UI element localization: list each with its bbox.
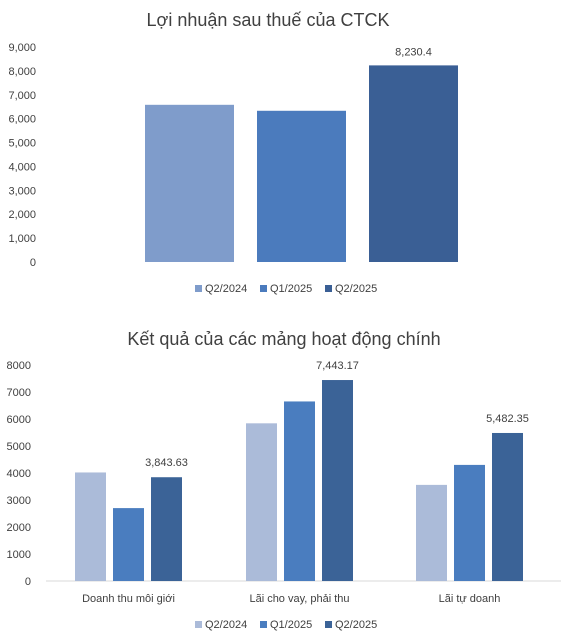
bar-q2-2024 — [145, 104, 234, 262]
bars — [145, 65, 458, 263]
legend-swatch — [325, 621, 332, 628]
legend-swatch — [260, 621, 267, 628]
bar-q2-2025 — [151, 477, 182, 581]
legend-swatch — [260, 285, 267, 292]
bar-q1-2025 — [454, 464, 485, 581]
y-tick-label: 2000 — [7, 522, 31, 534]
data-label: 3,843.63 — [145, 457, 188, 469]
y-tick-label: 0 — [25, 576, 31, 588]
legend: Q2/2024 Q1/2025 Q2/2025 — [195, 283, 377, 295]
y-tick-label: 1000 — [7, 549, 31, 561]
legend-label: Q1/2025 — [270, 619, 312, 631]
bars — [75, 380, 523, 581]
y-tick-label: 2,000 — [8, 209, 36, 221]
y-tick-label: 9,000 — [8, 42, 36, 54]
data-labels: 8,230.4 — [395, 46, 432, 58]
bar-q1-2025 — [113, 508, 144, 581]
bar-q1-2025 — [284, 401, 315, 581]
segments-chart: Kết quả của các mảng hoạt động chính 0 10… — [7, 329, 561, 631]
legend-swatch — [195, 621, 202, 628]
y-tick-label: 3000 — [7, 495, 31, 507]
chart-title: Kết quả của các mảng hoạt động chính — [127, 329, 440, 349]
y-axis: 0 1,000 2,000 3,000 4,000 5,000 6,000 7,000 8,00… — [8, 42, 36, 269]
y-tick-label: 6,000 — [8, 114, 36, 126]
bar-q2-2024 — [75, 472, 106, 581]
x-category-label: Doanh thu môi giới — [82, 593, 175, 605]
y-tick-label: 5000 — [7, 441, 31, 453]
data-labels: 3,843.63 7,443.17 5,482.35 — [145, 360, 529, 469]
y-tick-label: 3,000 — [8, 185, 36, 197]
data-label: 8,230.4 — [395, 46, 432, 58]
y-tick-label: 8,000 — [8, 66, 36, 78]
profit-chart: Lợi nhuận sau thuế của CTCK 0 1,000 2,000 3… — [8, 10, 458, 295]
legend-label: Q2/2024 — [205, 283, 247, 295]
x-axis-categories: Doanh thu môi giới Lãi cho vay, phải thu L… — [82, 593, 500, 605]
x-category-label: Lãi tự doanh — [439, 593, 501, 605]
bar-q2-2024 — [246, 423, 277, 581]
chart-title: Lợi nhuận sau thuế của CTCK — [147, 10, 390, 30]
bar-q2-2024 — [416, 484, 447, 581]
y-axis: 0 1000 2000 3000 4000 5000 6000 7000 8000 — [7, 360, 31, 588]
bar-q2-2025 — [322, 380, 353, 581]
legend-label: Q2/2025 — [335, 283, 377, 295]
data-label: 5,482.35 — [486, 413, 529, 425]
legend: Q2/2024 Q1/2025 Q2/2025 — [195, 619, 377, 631]
legend-label: Q2/2024 — [205, 619, 247, 631]
data-label: 7,443.17 — [316, 360, 359, 372]
y-tick-label: 7000 — [7, 387, 31, 399]
legend-label: Q2/2025 — [335, 619, 377, 631]
legend-swatch — [325, 285, 332, 292]
y-tick-label: 0 — [30, 257, 36, 269]
x-category-label: Lãi cho vay, phải thu — [249, 593, 349, 605]
legend-label: Q1/2025 — [270, 283, 312, 295]
bar-q1-2025 — [257, 110, 346, 263]
y-tick-label: 4,000 — [8, 161, 36, 173]
y-tick-label: 1,000 — [8, 233, 36, 245]
y-tick-label: 4000 — [7, 468, 31, 480]
bar-q2-2025 — [492, 432, 523, 581]
bar-q2-2025 — [369, 65, 458, 262]
y-tick-label: 6000 — [7, 414, 31, 426]
y-tick-label: 8000 — [7, 360, 31, 372]
legend-swatch — [195, 285, 202, 292]
y-tick-label: 7,000 — [8, 90, 36, 102]
y-tick-label: 5,000 — [8, 138, 36, 150]
